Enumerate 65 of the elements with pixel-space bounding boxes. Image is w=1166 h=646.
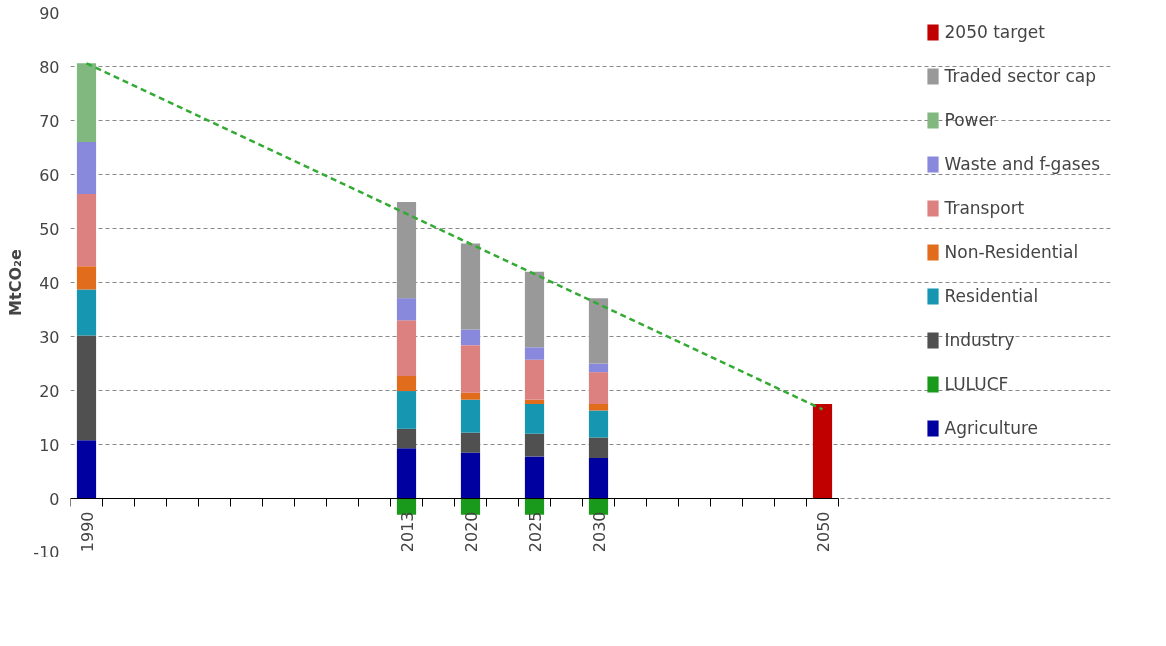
bar bbox=[396, 320, 417, 376]
legend-label: Power bbox=[944, 110, 996, 130]
y-axis-title: MtCO₂e bbox=[6, 248, 26, 316]
y-tick-label: 60 bbox=[39, 165, 60, 185]
bar bbox=[524, 404, 545, 434]
legend-label: Traded sector cap bbox=[944, 66, 1096, 86]
bar bbox=[460, 329, 481, 346]
y-tick-label: -10 bbox=[33, 542, 60, 562]
bar bbox=[76, 266, 97, 290]
x-tick-label: 2050 bbox=[813, 511, 833, 553]
bar bbox=[76, 440, 97, 499]
bar bbox=[524, 433, 545, 457]
legend-label: Non-Residential bbox=[944, 242, 1079, 262]
bar bbox=[396, 202, 417, 299]
bar bbox=[76, 63, 97, 143]
y-tick-label: 30 bbox=[39, 327, 60, 347]
bar bbox=[76, 335, 97, 441]
legend-label: Residential bbox=[944, 286, 1039, 306]
bar bbox=[396, 391, 417, 429]
x-tick-label: 2013 bbox=[397, 511, 417, 553]
y-tick-label: 70 bbox=[39, 111, 60, 131]
bar bbox=[76, 193, 97, 267]
legend-label: Industry bbox=[944, 330, 1015, 350]
bar bbox=[588, 410, 609, 438]
bar bbox=[812, 404, 833, 499]
bar bbox=[588, 458, 609, 499]
y-tick-label: 20 bbox=[39, 381, 60, 401]
bar bbox=[588, 298, 609, 364]
bar bbox=[588, 437, 609, 458]
x-tick-label: 1990 bbox=[77, 511, 97, 553]
bar bbox=[396, 428, 417, 449]
legend-label: LULUCF bbox=[944, 374, 1009, 394]
bar bbox=[524, 359, 545, 400]
x-tick-label: 2020 bbox=[461, 511, 481, 553]
x-tick-label: 2030 bbox=[589, 511, 609, 553]
x-tick-label: 2025 bbox=[525, 511, 545, 553]
y-tick-label: 0 bbox=[49, 489, 60, 509]
bar bbox=[76, 289, 97, 336]
bar bbox=[524, 399, 545, 404]
y-tick-label: 10 bbox=[39, 435, 60, 455]
bar bbox=[588, 404, 609, 411]
legend-label: Agriculture bbox=[944, 418, 1039, 438]
bar bbox=[460, 452, 481, 499]
bar bbox=[460, 432, 481, 453]
bar bbox=[460, 399, 481, 433]
bar bbox=[524, 347, 545, 360]
y-tick-label: 50 bbox=[39, 219, 60, 239]
bar bbox=[524, 271, 545, 348]
legend-label: 2050 target bbox=[944, 22, 1045, 42]
y-tick-label: 40 bbox=[39, 273, 60, 293]
bar bbox=[396, 375, 417, 392]
bar bbox=[460, 392, 481, 400]
bar bbox=[588, 372, 609, 404]
bar bbox=[396, 298, 417, 321]
y-tick-label: 80 bbox=[39, 57, 60, 77]
bar bbox=[524, 456, 545, 499]
bar bbox=[460, 345, 481, 393]
y-tick-label: 90 bbox=[39, 3, 60, 23]
legend-label: Transport bbox=[944, 198, 1025, 218]
bar bbox=[588, 363, 609, 373]
legend-label: Waste and f-gases bbox=[944, 154, 1100, 174]
bar bbox=[396, 448, 417, 499]
bar bbox=[524, 498, 545, 515]
bar bbox=[76, 142, 97, 194]
bar bbox=[460, 243, 481, 330]
